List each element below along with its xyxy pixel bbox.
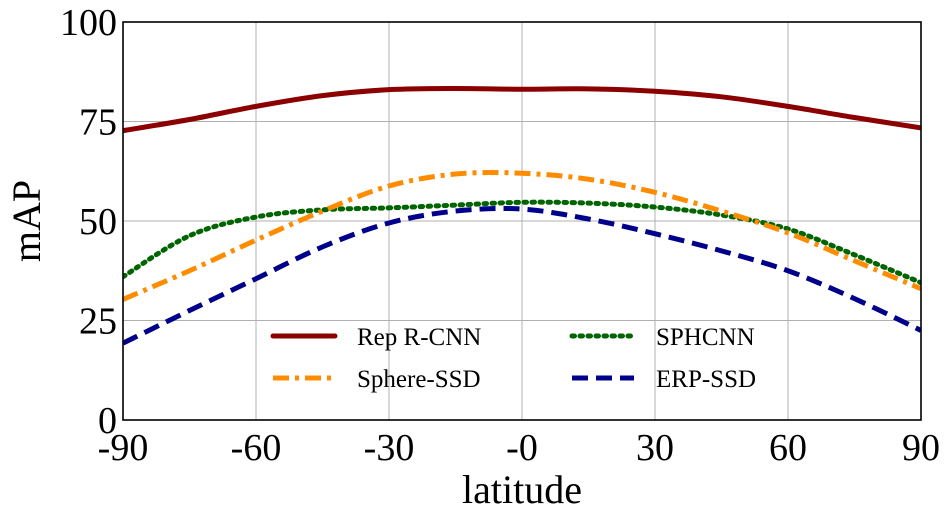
legend-label-rep-r-cnn: Rep R-CNN	[357, 324, 481, 351]
x-tick-label: -90	[98, 427, 149, 469]
legend-label-sphere-ssd: Sphere-SSD	[357, 366, 481, 393]
legend: Rep R-CNN SPHCNN Sphere-SSD ERP-SSD	[270, 324, 756, 393]
y-tick-label: 0	[98, 400, 117, 442]
legend-label-erp-ssd: ERP-SSD	[656, 366, 756, 393]
y-axis-label: mAP	[4, 180, 49, 262]
grid	[122, 21, 922, 421]
x-axis-label: latitude	[462, 467, 582, 512]
x-tick-label: 60	[769, 427, 807, 469]
x-tick-label: -30	[364, 427, 415, 469]
y-tick-label: 50	[79, 201, 117, 243]
y-tick-label: 75	[79, 102, 117, 144]
x-tick-label: -0	[506, 427, 538, 469]
series-line-sphere-ssd	[123, 170, 921, 302]
series-lines	[123, 85, 921, 346]
series-line-erp-ssd	[123, 205, 921, 346]
x-tick-label: -60	[231, 427, 282, 469]
legend-label-sphcnn: SPHCNN	[656, 324, 755, 351]
series-line-sphcnn	[123, 199, 921, 286]
plot-frame	[122, 21, 922, 421]
x-tick-label: 90	[902, 427, 940, 469]
y-tick-label: 25	[79, 301, 117, 343]
x-tick-label: 30	[636, 427, 674, 469]
y-tick-label: 100	[60, 2, 117, 44]
series-line-rep-r-cnn	[123, 85, 921, 134]
tick-labels: -90 -60 -30 -0 30 60 90 0 25 50 75 100	[60, 2, 940, 469]
